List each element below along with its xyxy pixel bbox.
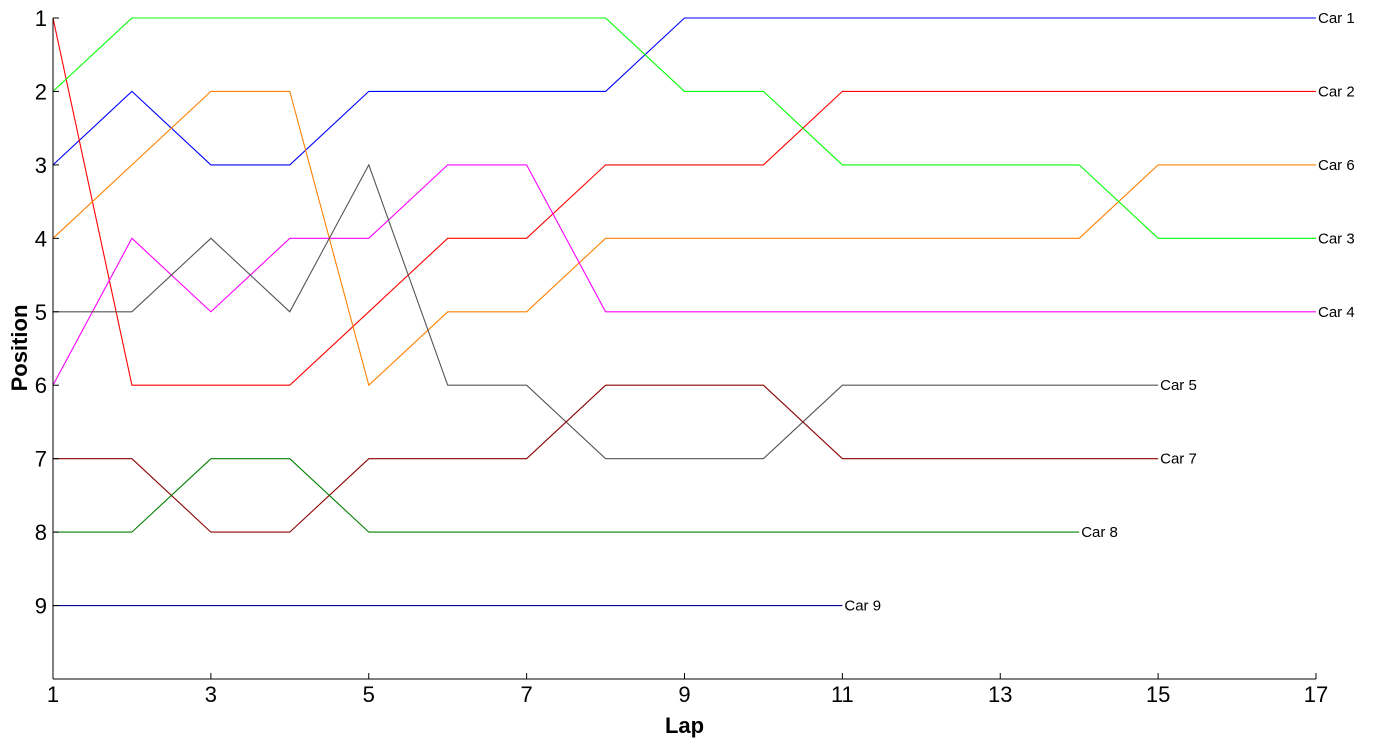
x-axis-title: Lap (665, 713, 704, 738)
x-axis-ticks: 1 3 5 7 9 11 13 15 17 (47, 673, 1328, 707)
y-tick-label: 3 (35, 153, 47, 178)
x-tick-label: 3 (205, 682, 217, 707)
y-axis-ticks: 1 2 3 4 5 6 7 8 9 (35, 6, 59, 619)
series-label-car-3: Car 3 (1318, 230, 1355, 247)
y-tick-label: 1 (35, 6, 47, 31)
y-tick-label: 9 (35, 594, 47, 619)
series-line-car-7 (53, 384, 1159, 533)
series-label-car-4: Car 4 (1318, 304, 1355, 321)
y-tick-label: 5 (35, 300, 47, 325)
series-label-car-5: Car 5 (1160, 377, 1197, 394)
x-tick-label: 13 (988, 682, 1012, 707)
x-tick-label: 7 (521, 682, 533, 707)
y-tick-label: 7 (35, 447, 47, 472)
series-line-car-8 (53, 458, 1080, 533)
y-axis-title: Position (7, 305, 32, 392)
y-tick-label: 2 (35, 79, 47, 104)
x-tick-label: 5 (363, 682, 375, 707)
series-line-car-4 (52, 164, 1316, 386)
x-tick-label: 1 (47, 682, 59, 707)
series-line-car-5 (53, 163, 1159, 460)
series-label-car-8: Car 8 (1081, 524, 1118, 541)
series-label-car-2: Car 2 (1318, 83, 1355, 100)
series-layer (52, 17, 1316, 607)
y-tick-label: 6 (35, 373, 47, 398)
x-tick-label: 11 (831, 682, 854, 707)
series-label-car-1: Car 1 (1318, 10, 1355, 27)
series-line-car-3 (52, 17, 1316, 239)
x-tick-label: 17 (1304, 682, 1328, 707)
series-label-car-6: Car 6 (1318, 157, 1355, 174)
series-line-car-6 (52, 90, 1316, 387)
y-tick-label: 4 (35, 226, 47, 251)
y-tick-label: 8 (35, 520, 47, 545)
series-label-car-7: Car 7 (1160, 451, 1197, 468)
series-line-car-2 (52, 17, 1316, 386)
x-tick-label: 15 (1146, 682, 1170, 707)
series-label-layer: Car 1 Car 2 Car 6 Car 3 Car 4 Car 5 Car 7 Car 8… (844, 10, 1354, 615)
x-tick-label: 9 (678, 682, 690, 707)
series-line-car-1 (52, 17, 1316, 166)
series-label-car-9: Car 9 (844, 598, 881, 615)
